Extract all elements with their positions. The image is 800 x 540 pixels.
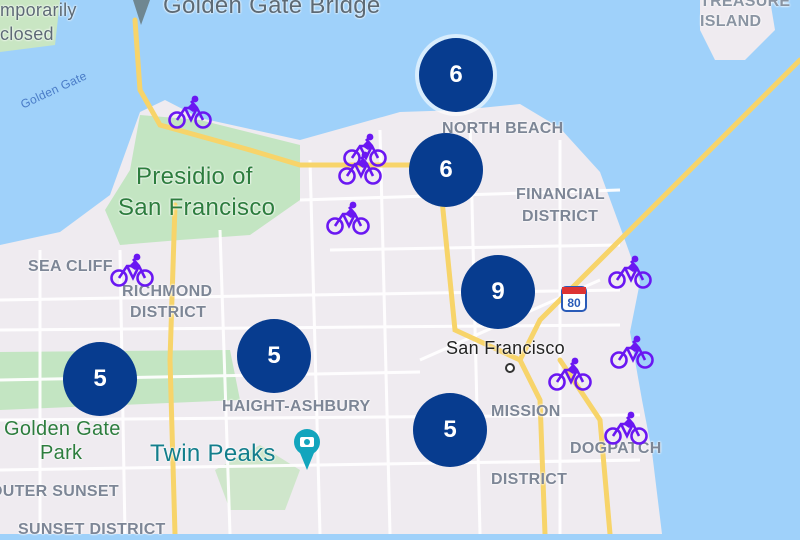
label-outer-sunset: OUTER SUNSET — [0, 483, 119, 500]
label-closed: closed — [0, 24, 54, 44]
bicycle-icon[interactable] — [325, 200, 371, 236]
label-presidio-1: Presidio of — [136, 163, 253, 190]
label-golden-gate-bridge: Golden Gate Bridge — [163, 0, 381, 19]
label-treasure-island: TREASURE ISLAND — [700, 0, 791, 30]
cluster-marker[interactable]: 6 — [409, 133, 483, 207]
label-presidio-2: San Francisco — [118, 194, 276, 221]
label-mission-2: DISTRICT — [491, 471, 568, 488]
cluster-marker[interactable]: 6 — [419, 38, 493, 112]
bicycle-icon[interactable] — [547, 356, 593, 392]
label-golden-gate-park-2: Park — [40, 442, 83, 464]
label-richmond-2: DISTRICT — [130, 304, 207, 321]
label-richmond-1: RICHMOND — [122, 283, 213, 300]
label-sea-cliff: SEA CLIFF — [28, 258, 113, 275]
label-temporarily: mporarily — [0, 0, 77, 20]
label-financial-1: FINANCIAL — [516, 186, 605, 203]
label-twin-peaks: Twin Peaks — [150, 440, 276, 467]
cluster-marker[interactable]: 5 — [413, 393, 487, 467]
interstate-80-label: 80 — [567, 296, 581, 310]
label-mission-1: MISSION — [491, 403, 561, 420]
label-haight-ashbury: HAIGHT-ASHBURY — [222, 398, 371, 415]
camera-icon — [294, 429, 320, 470]
bicycle-icon[interactable] — [603, 410, 649, 446]
label-golden-gate-park-1: Golden Gate — [4, 418, 121, 440]
cluster-marker[interactable]: 5 — [63, 342, 137, 416]
cluster-marker[interactable]: 5 — [237, 319, 311, 393]
label-north-beach: NORTH BEACH — [442, 120, 564, 137]
bicycle-icon[interactable] — [109, 252, 155, 288]
bicycle-icon[interactable] — [167, 94, 213, 130]
bicycle-icon[interactable] — [609, 334, 655, 370]
bicycle-icon[interactable] — [607, 254, 653, 290]
label-san-francisco: San Francisco — [446, 338, 565, 358]
golden-gate-bridge-pin — [133, 0, 150, 25]
cluster-marker[interactable]: 9 — [461, 255, 535, 329]
city-center-marker — [505, 363, 515, 373]
bicycle-icon[interactable] — [337, 150, 383, 186]
label-sunset-district: SUNSET DISTRICT — [18, 521, 166, 538]
label-financial-2: DISTRICT — [522, 208, 599, 225]
